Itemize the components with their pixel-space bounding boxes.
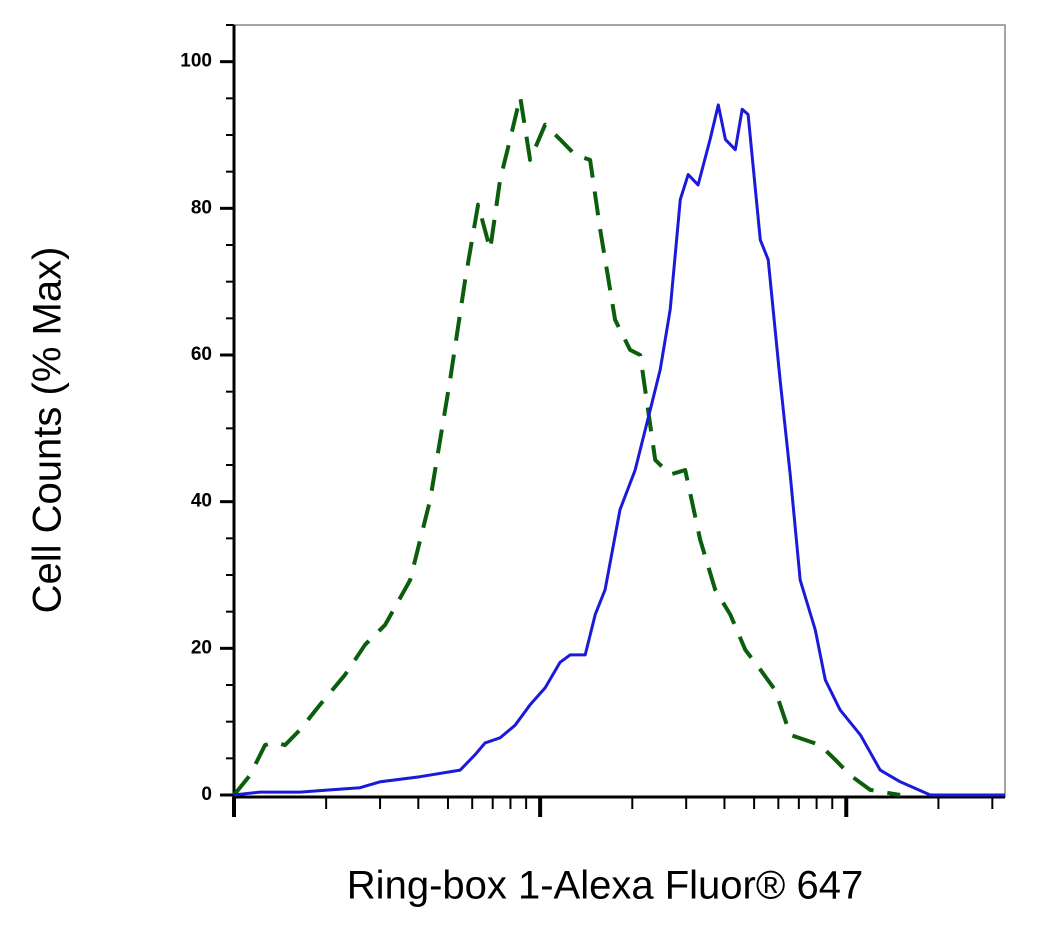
plot-frame: [233, 24, 1006, 798]
y-tick-label: 60: [191, 344, 212, 365]
y-tick-label: 20: [191, 637, 212, 658]
y-tick-label: 0: [201, 784, 212, 805]
histogram-line: [233, 103, 1005, 797]
y-tick-label: 100: [180, 51, 212, 72]
y-tick-label: 40: [191, 491, 212, 512]
y-tick-label: 80: [191, 197, 212, 218]
x-axis-label: Ring-box 1-Alexa Fluor® 647: [347, 864, 863, 908]
histogram-line: [232, 94, 901, 797]
y-axis-label: Cell Counts (% Max): [26, 247, 70, 614]
